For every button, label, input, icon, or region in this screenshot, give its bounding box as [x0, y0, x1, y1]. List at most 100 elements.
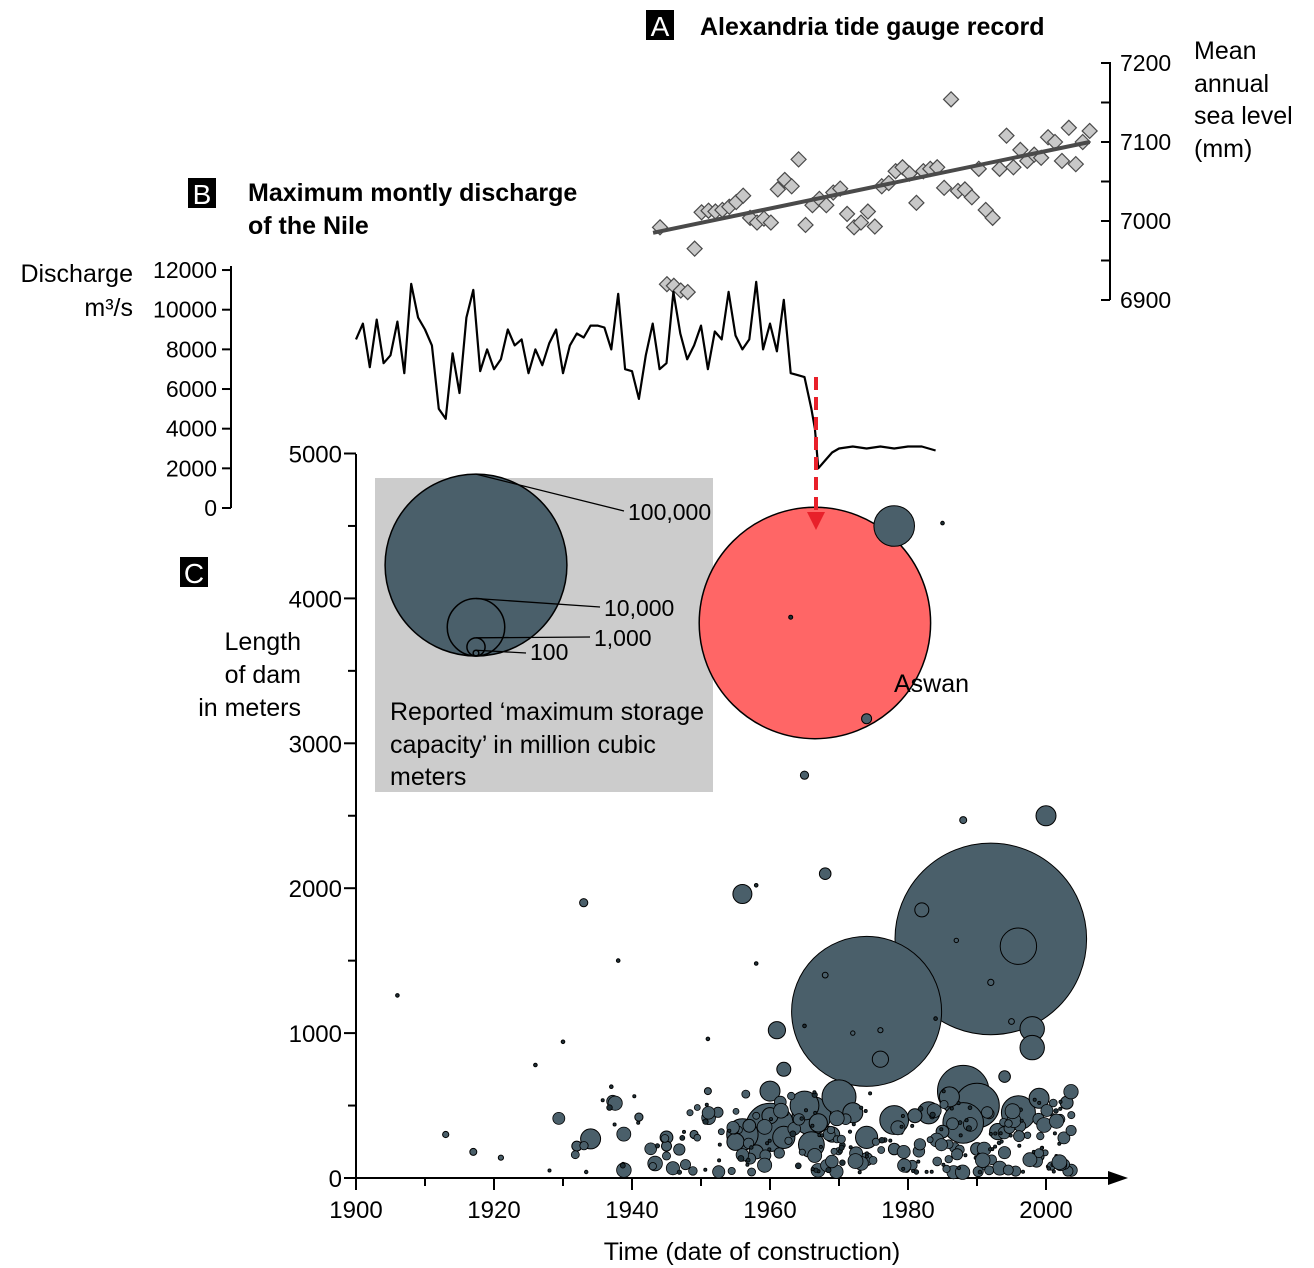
dam-bubble — [584, 1169, 589, 1175]
length-tick-label: 2000 — [289, 876, 342, 903]
dam-bubble — [877, 1027, 884, 1034]
panel-a-axis-label-1: Mean — [1194, 37, 1257, 65]
dam-bubble — [910, 1123, 915, 1128]
dam-bubble — [712, 1165, 726, 1179]
dam-bubble — [1049, 1098, 1058, 1108]
dam-bubble — [956, 1101, 961, 1106]
dam-bubble — [847, 1129, 853, 1134]
dam-bubble — [890, 1120, 906, 1136]
dam-bubble — [818, 1144, 823, 1149]
dam-bubble — [753, 883, 759, 888]
aswan-label: Aswan — [894, 670, 969, 698]
dam-bubble — [1053, 1108, 1059, 1114]
dam-bubble — [791, 935, 943, 1087]
dam-bubble — [600, 1098, 605, 1103]
legend-size-label: 100,000 — [628, 499, 711, 525]
legend-caption-3: meters — [390, 763, 466, 791]
sea-level-tick-label: 6900 — [1120, 287, 1171, 313]
panel-c-xlabel: Time (date of construction) — [604, 1238, 900, 1266]
dam-bubble — [863, 1109, 868, 1114]
sea-level-point — [998, 127, 1015, 145]
panel-b-badge — [188, 178, 216, 208]
dam-bubble — [851, 1122, 856, 1127]
dam-bubble — [828, 1110, 845, 1127]
dam-bubble — [1032, 1097, 1037, 1102]
dam-bubble — [804, 1108, 809, 1113]
sea-level-point — [1060, 119, 1078, 137]
dam-bubble — [917, 1106, 924, 1112]
dam-bubble — [632, 1094, 637, 1099]
dam-bubble — [1002, 1164, 1014, 1176]
dam-bubble — [1036, 1132, 1045, 1141]
dam-bubble — [926, 1136, 934, 1144]
dam-bubble — [682, 1129, 687, 1134]
dam-bubble — [988, 1131, 993, 1136]
dam-bubble — [442, 1130, 450, 1139]
sea-level-point — [790, 151, 807, 168]
sea-level-point — [866, 218, 884, 235]
panel-c-y-axis: 0 1000 2000 3000 4000 5000 — [289, 442, 357, 1193]
dam-bubble — [1051, 1169, 1056, 1174]
sea-level-point — [935, 179, 953, 197]
dam-bubble — [977, 1169, 983, 1175]
dam-bubble — [810, 1123, 815, 1128]
dam-bubble — [901, 1166, 906, 1171]
dam-bubble — [1013, 1130, 1025, 1142]
dam-bubble — [794, 1162, 802, 1170]
dam-bubble — [789, 1130, 797, 1138]
dam-bubble — [998, 1131, 1003, 1136]
dam-bubble — [942, 1164, 951, 1174]
dam-bubble — [934, 1138, 948, 1152]
dam-bubble — [579, 898, 589, 908]
dam-bubble — [999, 927, 1038, 965]
dam-bubble — [1019, 1034, 1045, 1061]
dam-bubble — [767, 1021, 787, 1040]
sea-level-point — [1067, 155, 1085, 173]
dam-bubble — [703, 1087, 712, 1096]
dam-bubble — [871, 1137, 880, 1146]
dam-bubble — [941, 1089, 946, 1094]
dam-bubble — [679, 1135, 686, 1141]
dam-bubble — [929, 1111, 936, 1118]
dam-bubble — [998, 1070, 1011, 1083]
discharge-tick-label: 2000 — [166, 455, 217, 481]
dam-bubble — [676, 1169, 683, 1175]
dam-bubble — [877, 1146, 886, 1154]
dam-bubble — [807, 1148, 823, 1163]
dam-bubble — [753, 961, 759, 966]
dam-bubble — [469, 1147, 478, 1156]
dam-bubble — [946, 1117, 959, 1130]
dam-bubble — [648, 1162, 657, 1171]
sea-level-point — [762, 214, 780, 231]
panel-b-axis-label-1: Discharge — [20, 260, 133, 288]
dam-bubble — [552, 1112, 566, 1125]
dam-bubble — [1039, 1146, 1044, 1151]
dam-bubble — [939, 1100, 949, 1110]
dam-bubble — [1052, 1131, 1057, 1136]
dam-bubble — [665, 1161, 680, 1176]
dam-bubble — [975, 1152, 991, 1169]
sea-level-point — [817, 196, 835, 214]
dam-bubble — [1021, 1169, 1026, 1174]
dam-bubble — [741, 1089, 751, 1099]
dam-bubble — [871, 1050, 890, 1068]
dam-bubble — [395, 993, 400, 998]
dam-bubble — [821, 971, 829, 979]
dam-bubble — [547, 1168, 552, 1173]
panel-c-letter: C — [184, 558, 204, 589]
sea-level-point — [963, 188, 981, 206]
aswan-arrowhead — [807, 512, 825, 530]
year-tick-label: 1920 — [467, 1197, 520, 1224]
dam-bubble — [941, 1162, 946, 1167]
sea-level-point — [1005, 158, 1022, 176]
dam-bubble — [1023, 1131, 1032, 1139]
dam-bubble — [688, 1166, 698, 1176]
sea-level-point — [679, 283, 697, 301]
dam-bubble — [1008, 1133, 1013, 1138]
sea-level-point — [859, 203, 877, 220]
year-tick-label: 1900 — [329, 1197, 382, 1224]
length-tick-label: 5000 — [289, 442, 342, 469]
sea-level-point — [984, 209, 1001, 227]
dam-bubble — [693, 1104, 701, 1111]
sea-level-point — [991, 160, 1008, 178]
